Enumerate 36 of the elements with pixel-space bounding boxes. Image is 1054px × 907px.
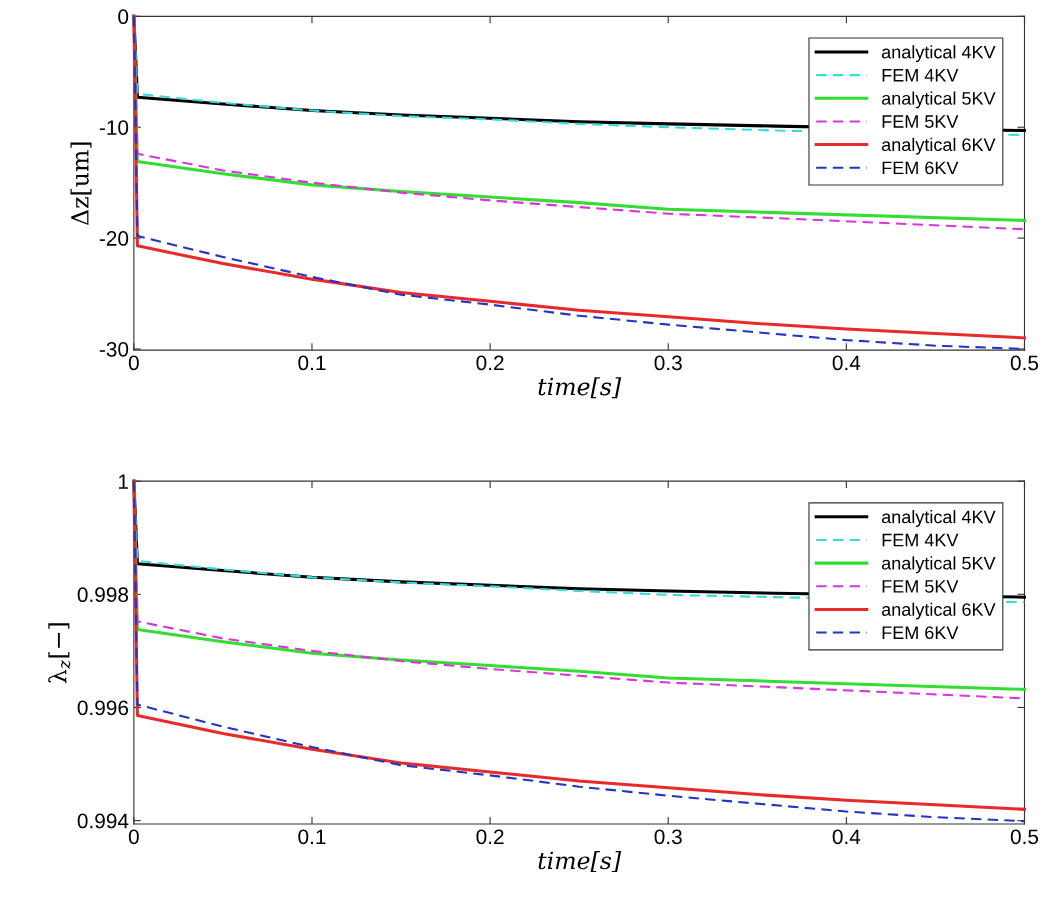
legend-label: FEM 5KV [882,580,959,593]
x-tick-label: 0.5 [1010,355,1039,371]
y-tick-label: -20 [99,231,129,246]
legend-label: FEM 6KV [882,161,959,175]
legend-label: FEM 6KV [882,626,959,640]
y-tick-label: 0 [118,9,129,25]
x-axis-title: time[s] [538,851,622,873]
y-tick-label: -10 [99,120,129,135]
legend-label: analytical 5KV [881,556,996,574]
legend-label: analytical 5KV [881,91,996,109]
x-tick-label: 0.5 [1010,829,1039,845]
x-tick-label: 0.3 [654,829,682,845]
x-tick-label: 0.1 [298,829,326,845]
y-axis-title: λ$_{z}$[−] [48,623,71,684]
y-tick-label: 0.996 [77,700,129,716]
legend-label: analytical 6KV [881,137,996,155]
x-tick-label: 0.4 [832,829,861,845]
x-tick-label: 0.2 [476,355,504,371]
legend-label: analytical 6KV [881,602,996,620]
legend-label: FEM 4KV [882,69,959,82]
x-axis-title: time[s] [538,377,622,399]
y-tick-label: 0.994 [77,813,129,829]
x-tick-label: 0 [128,355,139,371]
x-tick-label: 0.1 [298,355,326,371]
legend-label: analytical 4KV [881,510,996,527]
legend-label: analytical 4KV [881,45,996,63]
x-tick-label: 0.4 [832,355,861,371]
legend-label: FEM 4KV [882,533,959,547]
y-tick-label: 0.998 [77,587,129,603]
y-axis-title: Δz[um] [70,142,92,226]
x-tick-label: 0.3 [654,355,682,371]
y-tick-label: 1 [119,474,128,489]
legend-label: FEM 5KV [882,115,959,128]
x-tick-label: 0.2 [476,829,504,845]
y-tick-label: -30 [99,341,129,357]
x-tick-label: 0 [128,829,139,845]
